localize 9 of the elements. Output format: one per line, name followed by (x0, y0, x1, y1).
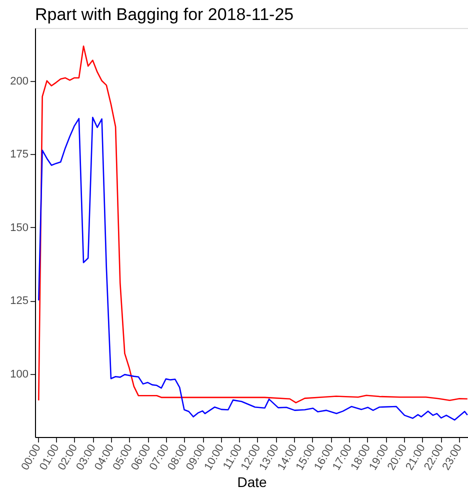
y-tick-label: 175 (10, 148, 28, 161)
chart-title: Rpart with Bagging for 2018-11-25 (35, 5, 294, 24)
x-axis-title: Date (237, 474, 267, 490)
y-tick-label: 125 (10, 295, 28, 308)
y-tick-label: 200 (10, 75, 28, 88)
line-series (38, 46, 468, 404)
y-tick-label: 150 (10, 222, 28, 234)
y-tick-label: 100 (10, 368, 28, 380)
line-series (38, 116, 468, 421)
